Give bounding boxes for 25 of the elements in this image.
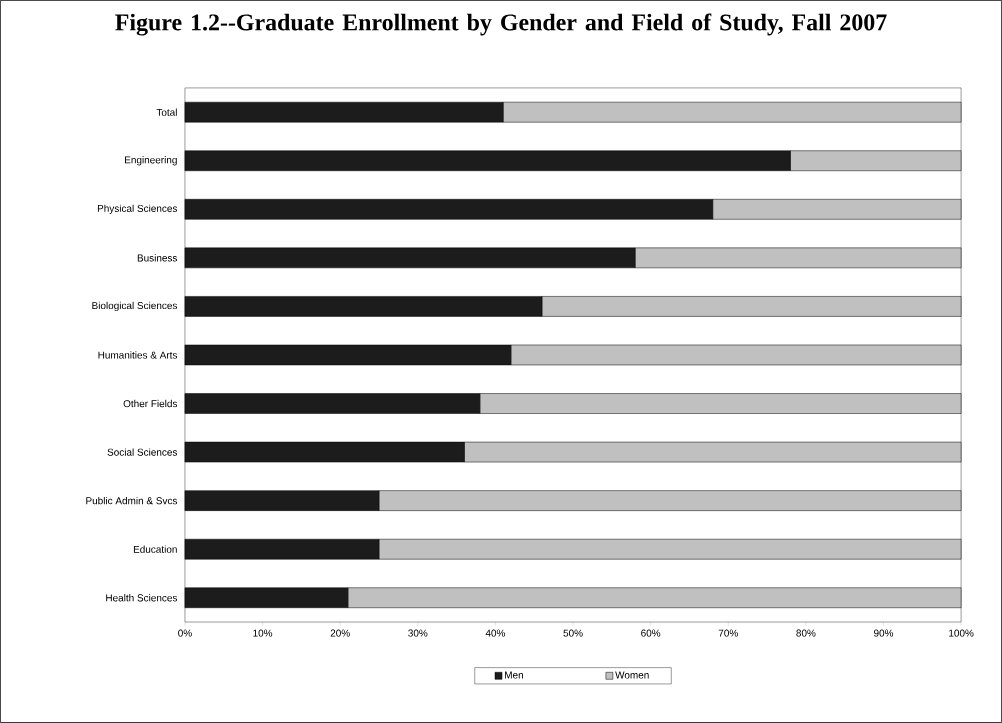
y-tick-label: Other Fields	[123, 399, 178, 408]
legend-label: Men	[505, 671, 523, 679]
y-tick-label: Engineering	[125, 156, 177, 166]
x-tick-label: 80%	[796, 629, 816, 637]
y-tick-label: Public Admin & Svcs	[86, 497, 178, 505]
x-tick-label: 30%	[408, 629, 428, 637]
y-tick-label: Physical Sciences	[97, 204, 178, 214]
y-tick-label: Total	[156, 108, 177, 116]
y-tick-label: Humanities & Arts	[98, 351, 178, 359]
chart-title: Figure 1.2--Graduate Enrollment by Gender and Field of Study, Fall 2007	[115, 13, 887, 36]
x-tick-label: 10%	[253, 629, 273, 637]
x-tick-label: 0%	[178, 629, 192, 637]
y-tick-label: Biological Sciences	[92, 301, 178, 312]
x-tick-label: 50%	[563, 629, 583, 637]
y-tick-label: Social Sciences	[107, 448, 178, 456]
x-tick-label: 60%	[641, 629, 661, 637]
x-tick-label: 40%	[485, 629, 506, 637]
x-tick-label: 20%	[330, 629, 350, 637]
x-tick-label: 100%	[949, 629, 974, 637]
y-tick-label: Business	[137, 254, 178, 262]
y-tick-label: Health Sciences	[106, 594, 178, 602]
legend-label: Women	[615, 671, 649, 679]
y-tick-label: Education	[133, 545, 177, 553]
x-tick-label: 90%	[873, 629, 894, 637]
x-tick-label: 70%	[718, 629, 738, 637]
